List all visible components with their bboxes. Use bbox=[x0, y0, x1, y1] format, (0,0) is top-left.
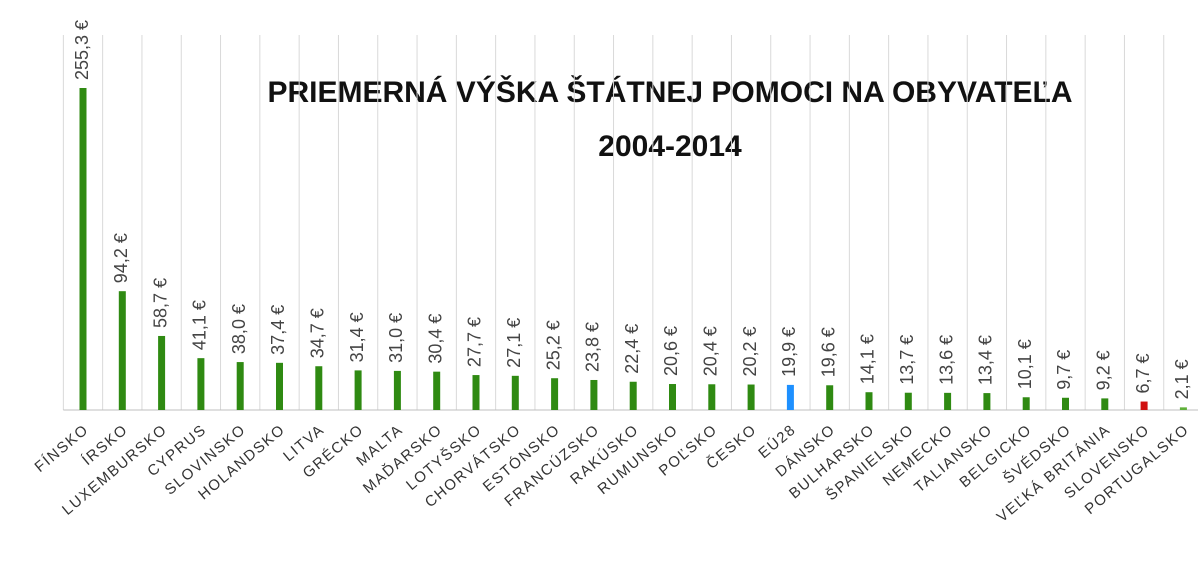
value-label: 41,1 € bbox=[190, 300, 210, 350]
value-label: 27,7 € bbox=[465, 317, 485, 367]
bar bbox=[393, 370, 401, 410]
value-label: 6,7 € bbox=[1133, 354, 1153, 394]
value-label: 58,7 € bbox=[150, 278, 170, 328]
value-label: 9,7 € bbox=[1054, 350, 1074, 390]
bar bbox=[551, 378, 559, 410]
bar bbox=[708, 384, 716, 410]
bar bbox=[1022, 397, 1030, 410]
bar bbox=[1179, 407, 1187, 410]
bar bbox=[786, 384, 794, 410]
value-label: 34,7 € bbox=[308, 308, 328, 358]
value-label: 10,1 € bbox=[1015, 339, 1035, 389]
value-label: 13,4 € bbox=[976, 335, 996, 385]
value-label: 94,2 € bbox=[111, 233, 131, 283]
chart-title: PRIEMERNÁ VÝŠKA ŠTÁTNEJ POMOCI NA OBYVAT… bbox=[267, 75, 1072, 109]
value-label: 20,4 € bbox=[701, 326, 721, 376]
bar bbox=[826, 385, 834, 410]
bar bbox=[197, 358, 205, 410]
x-tick-label: FÍNSKO bbox=[32, 421, 93, 476]
value-label: 22,4 € bbox=[622, 324, 642, 374]
bar bbox=[590, 379, 598, 410]
bar bbox=[983, 393, 991, 410]
bar bbox=[276, 362, 283, 410]
bar bbox=[236, 362, 244, 410]
value-label: 37,4 € bbox=[268, 305, 288, 355]
bar bbox=[904, 392, 912, 410]
bar bbox=[669, 384, 676, 410]
bar bbox=[433, 371, 441, 410]
bar bbox=[629, 381, 637, 410]
bar bbox=[354, 370, 362, 410]
value-label: 2,1 € bbox=[1172, 359, 1192, 399]
bar bbox=[944, 392, 952, 410]
value-label: 23,8 € bbox=[583, 322, 603, 372]
bar bbox=[1140, 401, 1148, 410]
bar bbox=[158, 335, 166, 410]
bar bbox=[472, 375, 480, 410]
value-label: 31,4 € bbox=[347, 312, 367, 362]
value-label: 13,7 € bbox=[897, 335, 917, 385]
value-label: 19,9 € bbox=[779, 327, 799, 377]
value-label: 19,6 € bbox=[818, 327, 838, 377]
value-label: 13,6 € bbox=[936, 335, 956, 385]
value-label: 31,0 € bbox=[386, 313, 406, 363]
bar bbox=[315, 366, 323, 410]
bar bbox=[118, 291, 126, 410]
bar bbox=[747, 384, 755, 410]
bar bbox=[865, 392, 873, 410]
value-label: 38,0 € bbox=[229, 304, 249, 354]
value-label: 255,3 € bbox=[72, 20, 92, 80]
bar bbox=[79, 88, 87, 410]
value-label: 30,4 € bbox=[425, 314, 445, 364]
value-label: 27,1 € bbox=[504, 318, 524, 368]
bar bbox=[511, 375, 519, 410]
bar bbox=[1062, 397, 1069, 410]
value-label: 14,1 € bbox=[858, 334, 878, 384]
chart-title: 2004-2014 bbox=[598, 130, 742, 163]
value-label: 20,6 € bbox=[661, 326, 681, 376]
value-label: 25,2 € bbox=[543, 320, 563, 370]
value-label: 9,2 € bbox=[1094, 350, 1114, 390]
bar bbox=[1101, 398, 1109, 410]
value-label: 20,2 € bbox=[740, 326, 760, 376]
